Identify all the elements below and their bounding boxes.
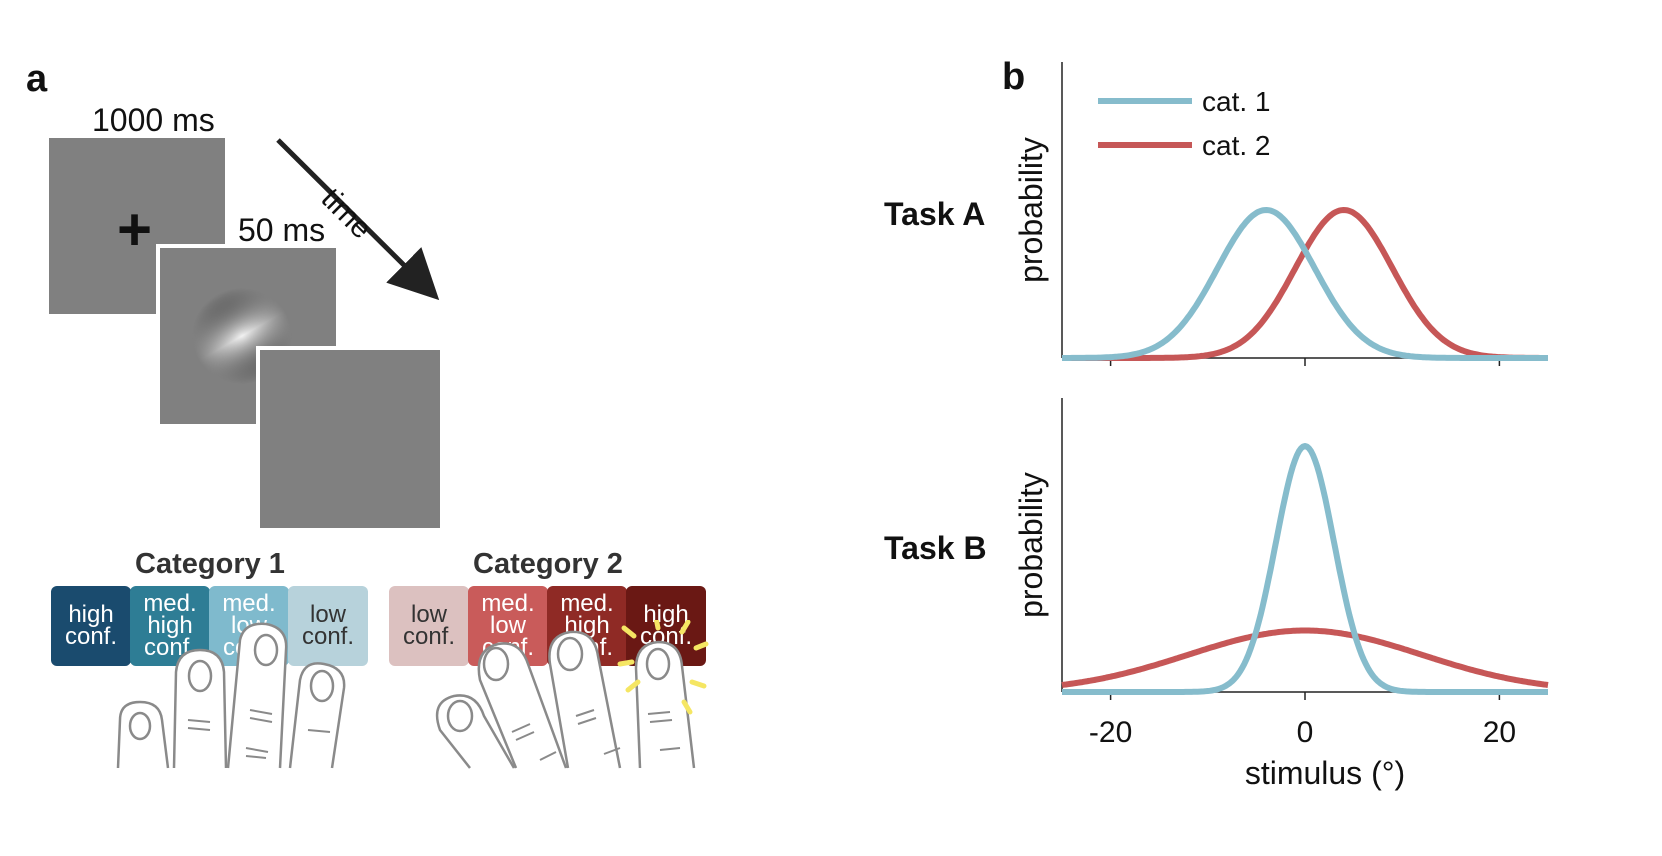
left-index-nail bbox=[309, 669, 335, 703]
x-axis-label: stimulus (°) bbox=[1245, 755, 1405, 791]
panel-b-letter: b bbox=[1002, 56, 1026, 98]
key-text-line1: low bbox=[309, 601, 346, 628]
stimulus-duration-label: 50 ms bbox=[238, 212, 326, 248]
category-1-key-4[interactable]: low conf. bbox=[288, 586, 368, 666]
fixation-screen: + bbox=[49, 138, 225, 314]
task-b-label: Task B bbox=[884, 530, 987, 566]
category-2-title: Category 2 bbox=[473, 548, 623, 580]
legend: cat. 1 cat. 2 bbox=[1098, 86, 1270, 161]
key-text-line1: med. bbox=[481, 590, 535, 617]
key-text-line2: conf. bbox=[301, 623, 355, 650]
key-text-line1: high bbox=[643, 601, 689, 628]
left-ring-nail bbox=[187, 659, 213, 693]
key-text-line2: conf. bbox=[402, 623, 456, 650]
series-line-cat-1 bbox=[1061, 443, 1549, 695]
category-1-title: Category 1 bbox=[135, 548, 285, 580]
legend-label: cat. 1 bbox=[1202, 86, 1270, 117]
x-tick-label: 0 bbox=[1297, 716, 1314, 749]
plot-task-a: probability cat. 1 cat. 2 bbox=[1013, 62, 1549, 366]
mask-screen bbox=[256, 346, 444, 532]
key-text-line2: high bbox=[147, 612, 193, 639]
left-pinky-nail bbox=[128, 711, 152, 741]
right-index-nail bbox=[482, 646, 510, 682]
left-ring-finger bbox=[172, 648, 228, 769]
y-axis-label: probability bbox=[1013, 472, 1049, 618]
legend-label: cat. 2 bbox=[1202, 130, 1270, 161]
x-tick-label: 20 bbox=[1483, 716, 1516, 749]
right-middle-nail bbox=[556, 636, 584, 672]
fixation-cross: + bbox=[117, 196, 153, 263]
key-text-line2: conf. bbox=[64, 623, 118, 650]
time-arrow bbox=[276, 138, 440, 301]
left-middle-nail bbox=[253, 633, 279, 667]
key-text-line1: med. bbox=[222, 590, 276, 617]
left-knuckle-lines bbox=[187, 709, 331, 759]
series-line-cat-2 bbox=[1061, 627, 1549, 688]
hands-illustration bbox=[116, 620, 709, 769]
x-tick-label: -20 bbox=[1089, 716, 1132, 749]
key-text-line1: med. bbox=[560, 590, 614, 617]
key-text-line1: high bbox=[68, 601, 114, 628]
panel-a-letter: a bbox=[26, 58, 48, 100]
plot-task-b: -20 0 20 probability stimulus (°) bbox=[1013, 398, 1549, 791]
task-a-label: Task A bbox=[884, 196, 986, 232]
right-thumb-nail bbox=[446, 699, 474, 733]
key-text-line1: low bbox=[410, 601, 447, 628]
y-axis-label: probability bbox=[1013, 137, 1049, 283]
category-2-key-1[interactable]: low conf. bbox=[389, 586, 469, 666]
left-hand bbox=[116, 622, 346, 769]
series-line-cat-1 bbox=[1061, 207, 1549, 361]
key-text-line2: low bbox=[489, 612, 526, 639]
press-highlight-rays bbox=[617, 620, 709, 715]
right-knuckle-lines bbox=[511, 709, 681, 761]
right-ring-nail bbox=[645, 647, 671, 681]
key-text-line1: med. bbox=[143, 590, 197, 617]
category-1-key-2[interactable]: med. high conf. bbox=[130, 586, 210, 666]
fixation-duration-label: 1000 ms bbox=[92, 102, 215, 138]
right-hand bbox=[435, 630, 696, 769]
series-line-cat-2 bbox=[1061, 207, 1549, 361]
category-1-key-1[interactable]: high conf. bbox=[51, 586, 131, 666]
